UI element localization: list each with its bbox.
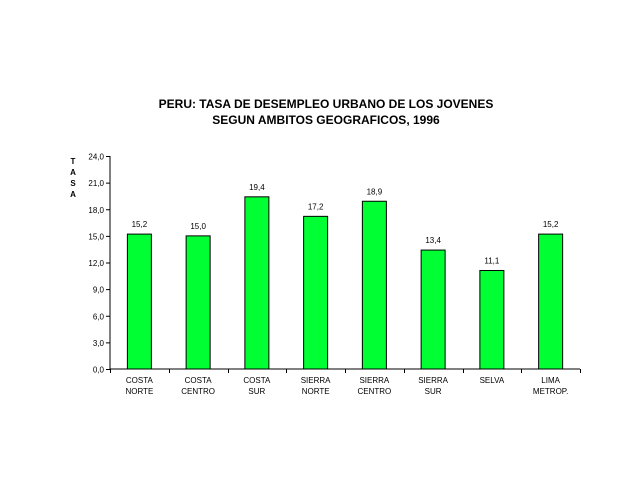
category-label-0-1: NORTE: [125, 387, 153, 396]
category-label-5-0: SIERRA: [418, 376, 448, 385]
labels: 0,0 3,0 6,0 9,0 12,0 15,0 18,0 21,0 24,0 15,2 COST…: [88, 153, 568, 397]
bar-value-label-2: 19,4: [249, 183, 265, 192]
bar-value-label-7: 15,2: [543, 220, 559, 229]
bar-4: [361, 200, 387, 370]
category-label-2-1: SUR: [248, 387, 265, 396]
y-axis-label-letter-2: S: [70, 179, 76, 188]
bar-value-label-1: 15,0: [190, 222, 206, 231]
y-tick-label: 9,0: [93, 286, 105, 295]
category-label-3-0: SIERRA: [301, 376, 331, 385]
bar-value-label-4: 18,9: [367, 187, 383, 196]
category-label-1-1: CENTRO: [181, 387, 215, 396]
bar-value-label-6: 11,1: [484, 256, 500, 265]
y-axis-label-letter-0: T: [70, 157, 76, 166]
chart-title-line-2: SEGUN AMBITOS GEOGRAFICOS, 1996: [212, 113, 440, 127]
category-label-3-1: NORTE: [302, 387, 330, 396]
axes: [106, 156, 581, 373]
chart-title: PERU: TASA DE DESEMPLEO URBANO DE LOS JO…: [0, 96, 640, 128]
bar-value-label-3: 17,2: [308, 202, 324, 211]
category-label-1-0: COSTA: [185, 376, 213, 385]
category-label-0-0: COSTA: [126, 376, 154, 385]
chart-title-line-1: PERU: TASA DE DESEMPLEO URBANO DE LOS JO…: [158, 97, 494, 111]
category-label-2-0: COSTA: [243, 376, 271, 385]
y-tick-label: 15,0: [88, 232, 104, 241]
category-label-6-0: SELVA: [480, 376, 505, 385]
bar-value-label-0: 15,2: [132, 220, 148, 229]
category-label-5-1: SUR: [425, 387, 442, 396]
bar-2: [244, 196, 270, 370]
bar-7: [538, 233, 564, 370]
bar-5: [420, 249, 446, 370]
category-label-7-0: LIMA: [541, 376, 560, 385]
category-label-4-1: CENTRO: [357, 387, 391, 396]
bar-1: [185, 235, 211, 370]
y-tick-label: 12,0: [88, 259, 104, 268]
y-tick-label: 21,0: [88, 179, 104, 188]
category-label-7-1: METROP.: [533, 387, 568, 396]
bar-3: [303, 215, 329, 370]
y-tick-label: 6,0: [93, 312, 105, 321]
bars: [126, 196, 564, 370]
y-tick-label: 18,0: [88, 206, 104, 215]
bar-6: [479, 269, 505, 370]
y-tick-label: 24,0: [88, 153, 104, 162]
y-tick-label: 3,0: [93, 339, 105, 348]
category-label-4-0: SIERRA: [359, 376, 389, 385]
y-axis-label-letter-1: A: [70, 168, 76, 177]
bar-0: [126, 233, 152, 370]
y-axis-label-letter-3: A: [70, 190, 76, 199]
y-tick-label: 0,0: [93, 366, 105, 375]
bar-value-label-5: 13,4: [425, 236, 441, 245]
